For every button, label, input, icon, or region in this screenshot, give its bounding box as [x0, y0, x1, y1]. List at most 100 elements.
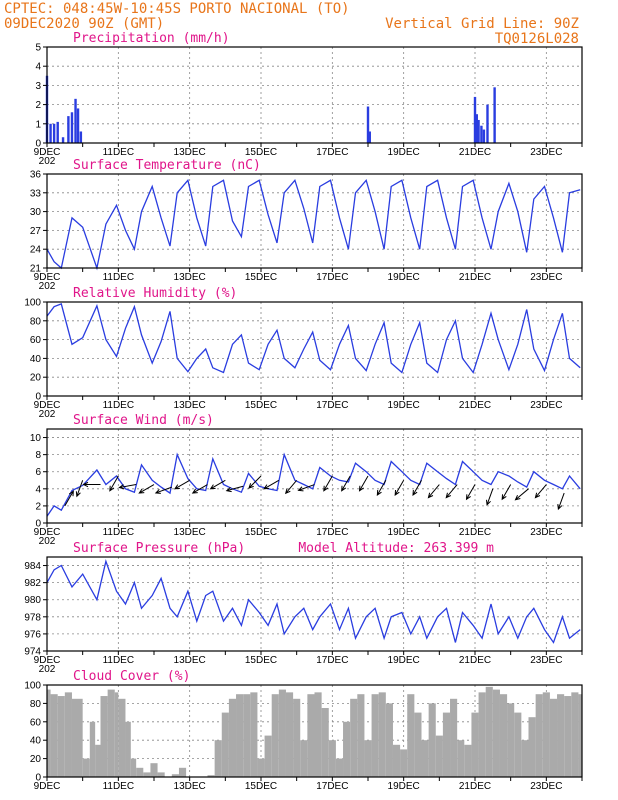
header-code: TQ0126L028 [495, 31, 579, 47]
y-tick-label: 0 [35, 519, 41, 530]
x-tick-label: 9DEC [34, 781, 61, 792]
cloud-bar [307, 694, 315, 777]
panel-frame [46, 556, 583, 652]
x-tick-label: 21DEC [459, 147, 491, 158]
x-tick-label: 9DEC [34, 527, 61, 538]
cloud-bar [95, 744, 101, 777]
y-tick-label: 24 [30, 245, 42, 256]
cloud-bar [457, 740, 465, 777]
cloud-bar [114, 692, 119, 777]
cloud-bar [150, 763, 158, 777]
year-label: 202 [39, 409, 56, 420]
cloud-bar [221, 712, 229, 777]
precip-bar [61, 137, 65, 143]
wind-arrow [138, 484, 155, 494]
x-tick-label: 13DEC [174, 147, 206, 158]
wind-arrow [465, 484, 476, 501]
y-tick-label: 27 [30, 226, 42, 237]
y-tick-label: 30 [30, 207, 42, 218]
series-line [46, 303, 581, 374]
wind-arrow [514, 488, 529, 501]
precip-bar [480, 125, 483, 143]
y-tick-label: 2 [35, 501, 41, 512]
cloud-bar [207, 775, 215, 777]
wind-arrow [445, 484, 458, 499]
cloud-bar [107, 689, 115, 777]
wind-arrow [376, 480, 387, 496]
cloud-bar [478, 692, 486, 777]
wind-arrow [427, 484, 440, 499]
precip-bar [79, 131, 83, 143]
y-tick-label: 20 [30, 754, 42, 765]
wind-arrow [82, 481, 101, 488]
wind-arrow [248, 475, 262, 489]
panel-5: Cloud Cover (%) 0 20 40 60 80 100 9DEC 11DEC 13DE… [24, 669, 583, 792]
cloud-bar [300, 740, 308, 777]
cloud-bar [378, 692, 386, 777]
y-tick-label: 36 [30, 170, 42, 181]
y-tick-label: 8 [35, 450, 41, 461]
panel-frame [46, 428, 583, 524]
panel-frame [46, 301, 583, 397]
cloud-bar [485, 686, 493, 777]
cloud-bar [257, 758, 265, 777]
cloud-bar [236, 694, 244, 777]
x-tick-label: 11DEC [103, 655, 135, 666]
wind-arrow [263, 479, 280, 490]
cloud-bar [343, 721, 351, 777]
y-tick-label: 20 [30, 373, 42, 384]
cloud-bar [535, 694, 543, 777]
cloud-bar [400, 749, 408, 777]
panel-title: Surface Temperature (nC) [73, 158, 261, 173]
cloud-bar [542, 692, 550, 777]
cloud-bar [89, 721, 96, 777]
cloud-bar [214, 740, 222, 777]
x-tick-label: 9DEC [34, 272, 61, 283]
cloud-bar [464, 744, 472, 777]
x-tick-label: 9DEC [34, 147, 61, 158]
cloud-bar [264, 735, 272, 777]
y-tick-label: 0 [35, 773, 41, 784]
x-tick-label: 9DEC [34, 655, 61, 666]
cloud-bar [82, 758, 90, 777]
x-tick-label: 9DEC [34, 400, 61, 411]
x-tick-label: 21DEC [459, 400, 491, 411]
cloud-bar [421, 740, 429, 777]
cloud-bar [492, 689, 500, 777]
precip-bar [56, 121, 59, 143]
panels: Precipitation (mm/h) 0 1 2 3 4 5 9DEC 11DEC 13DEC… [24, 31, 583, 792]
cloud-bar [228, 698, 237, 777]
cloud-bar [118, 698, 126, 777]
x-tick-label: 15DEC [245, 655, 277, 666]
cloud-bar [285, 692, 294, 777]
cloud-bar [178, 767, 187, 777]
wind-arrow [323, 475, 333, 492]
y-tick-label: 33 [30, 188, 42, 199]
cloud-bar [47, 689, 51, 777]
cloud-bar [435, 735, 443, 777]
x-tick-label: 19DEC [388, 527, 420, 538]
cloud-bar [335, 758, 344, 777]
wind-arrow [173, 479, 190, 490]
wind-arrow [501, 484, 512, 501]
year-label: 202 [39, 536, 56, 547]
wind-arrow [297, 484, 315, 492]
y-tick-label: 80 [30, 699, 42, 710]
x-tick-label: 11DEC [103, 527, 135, 538]
precip-bar [477, 119, 480, 143]
x-tick-label: 15DEC [245, 272, 277, 283]
precip-bar [473, 96, 477, 143]
panel-title: Cloud Cover (%) [73, 669, 190, 684]
cloud-bar [271, 694, 279, 777]
x-tick-label: 21DEC [459, 781, 491, 792]
x-tick-label: 17DEC [316, 400, 348, 411]
x-tick-label: 13DEC [174, 272, 206, 283]
y-tick-label: 10 [30, 433, 42, 444]
cloud-bar [528, 717, 536, 777]
precip-bar [52, 123, 56, 143]
panel-title: Surface Pressure (hPa) [73, 541, 245, 556]
x-tick-label: 13DEC [174, 781, 206, 792]
wind-arrow [358, 475, 369, 492]
series-line [46, 558, 581, 644]
